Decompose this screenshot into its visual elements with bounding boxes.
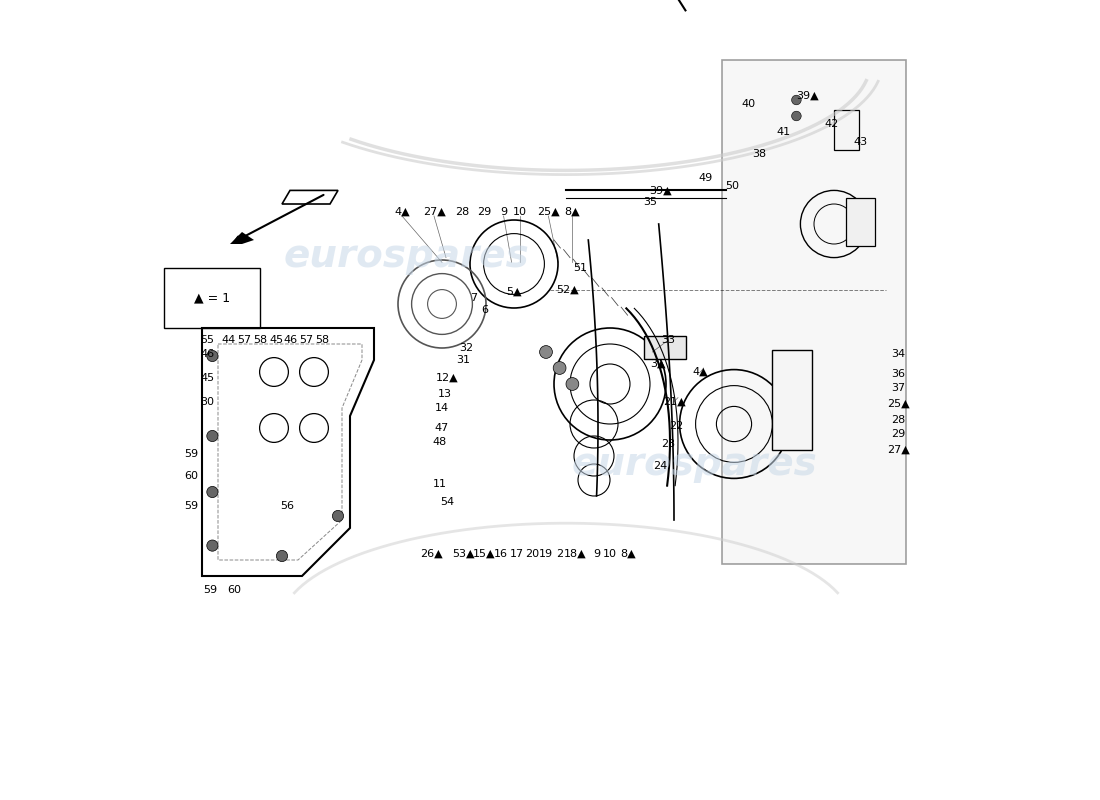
Text: 59: 59 [185,450,199,459]
Text: 21▲: 21▲ [662,397,685,406]
Text: 8▲: 8▲ [620,549,636,558]
Text: 17: 17 [509,549,524,558]
Text: 58: 58 [315,335,329,345]
Text: 10: 10 [513,207,527,217]
Text: 38: 38 [752,149,767,158]
Text: 2: 2 [556,549,563,558]
Text: 13: 13 [438,389,451,398]
FancyBboxPatch shape [645,336,686,359]
Text: 46: 46 [283,335,297,345]
Text: 9: 9 [593,549,600,558]
Text: 35: 35 [644,197,657,206]
Circle shape [540,346,552,358]
Text: 23: 23 [661,439,675,449]
Text: 60: 60 [185,471,199,481]
Text: 29: 29 [891,429,905,438]
Text: 39▲: 39▲ [796,91,818,101]
Text: 24: 24 [653,461,668,470]
Text: 27▲: 27▲ [887,445,910,454]
Text: 30: 30 [200,397,214,406]
Text: 42: 42 [825,119,838,129]
FancyBboxPatch shape [164,268,261,328]
Text: 58: 58 [253,335,267,345]
Text: 44: 44 [221,335,235,345]
Text: 56: 56 [280,501,295,510]
Text: 50: 50 [725,181,739,190]
Text: 46: 46 [200,349,214,358]
Circle shape [276,550,287,562]
Text: 40: 40 [741,99,756,109]
Text: 55: 55 [200,335,214,345]
Text: 34: 34 [891,349,905,358]
Text: 4▲: 4▲ [693,367,708,377]
Circle shape [566,378,579,390]
Text: 36: 36 [891,370,905,379]
Text: 57: 57 [299,335,314,345]
Text: 5▲: 5▲ [506,287,521,297]
Polygon shape [230,232,254,244]
Text: 16: 16 [494,549,507,558]
Text: 25▲: 25▲ [537,207,560,217]
Text: 51: 51 [573,263,587,273]
Text: 49: 49 [698,173,713,182]
Text: 45: 45 [270,335,284,345]
Text: 12▲: 12▲ [437,373,459,382]
Text: 6: 6 [481,306,488,315]
Circle shape [792,95,801,105]
Text: 48: 48 [432,437,447,446]
Text: 20: 20 [526,549,539,558]
Text: 19: 19 [539,549,553,558]
FancyBboxPatch shape [834,110,859,150]
Text: 47: 47 [434,423,449,433]
Text: 45: 45 [200,373,214,382]
Circle shape [332,510,343,522]
Circle shape [207,540,218,551]
Text: 52▲: 52▲ [557,285,579,294]
FancyBboxPatch shape [722,60,906,564]
Text: eurospares: eurospares [571,445,817,483]
Text: 31: 31 [456,355,471,365]
Circle shape [207,430,218,442]
Text: 54: 54 [440,498,454,507]
Text: 41: 41 [777,127,791,137]
Text: 7: 7 [471,293,477,302]
Text: 32: 32 [459,343,473,353]
Text: 59: 59 [202,586,217,595]
Text: 57: 57 [238,335,252,345]
Text: eurospares: eurospares [283,237,529,275]
Text: 39▲: 39▲ [649,186,672,195]
Text: 25▲: 25▲ [887,399,910,409]
Text: 27▲: 27▲ [422,207,446,217]
Text: 22: 22 [669,421,683,430]
Text: 10: 10 [603,549,617,558]
Circle shape [792,111,801,121]
Text: 26▲: 26▲ [420,549,443,558]
Circle shape [207,350,218,362]
Text: 37: 37 [891,383,905,393]
Text: 4▲: 4▲ [394,207,410,217]
Text: 59: 59 [185,501,199,510]
Text: ▲ = 1: ▲ = 1 [195,292,231,305]
Text: 33: 33 [661,335,675,345]
Text: 3▲: 3▲ [650,359,666,369]
Text: 14: 14 [434,403,449,413]
Circle shape [553,362,566,374]
Circle shape [207,486,218,498]
Text: 60: 60 [227,586,241,595]
Text: 11: 11 [432,479,447,489]
Text: 15▲: 15▲ [473,549,496,558]
Text: 43: 43 [854,138,868,147]
Text: 28: 28 [455,207,469,217]
Text: 9: 9 [500,207,507,217]
Text: 8▲: 8▲ [564,207,580,217]
Text: 18▲: 18▲ [564,549,587,558]
FancyBboxPatch shape [846,198,874,246]
Text: 29: 29 [477,207,492,217]
FancyBboxPatch shape [771,350,813,450]
Text: 53▲: 53▲ [452,549,475,558]
Text: 28: 28 [891,415,905,425]
